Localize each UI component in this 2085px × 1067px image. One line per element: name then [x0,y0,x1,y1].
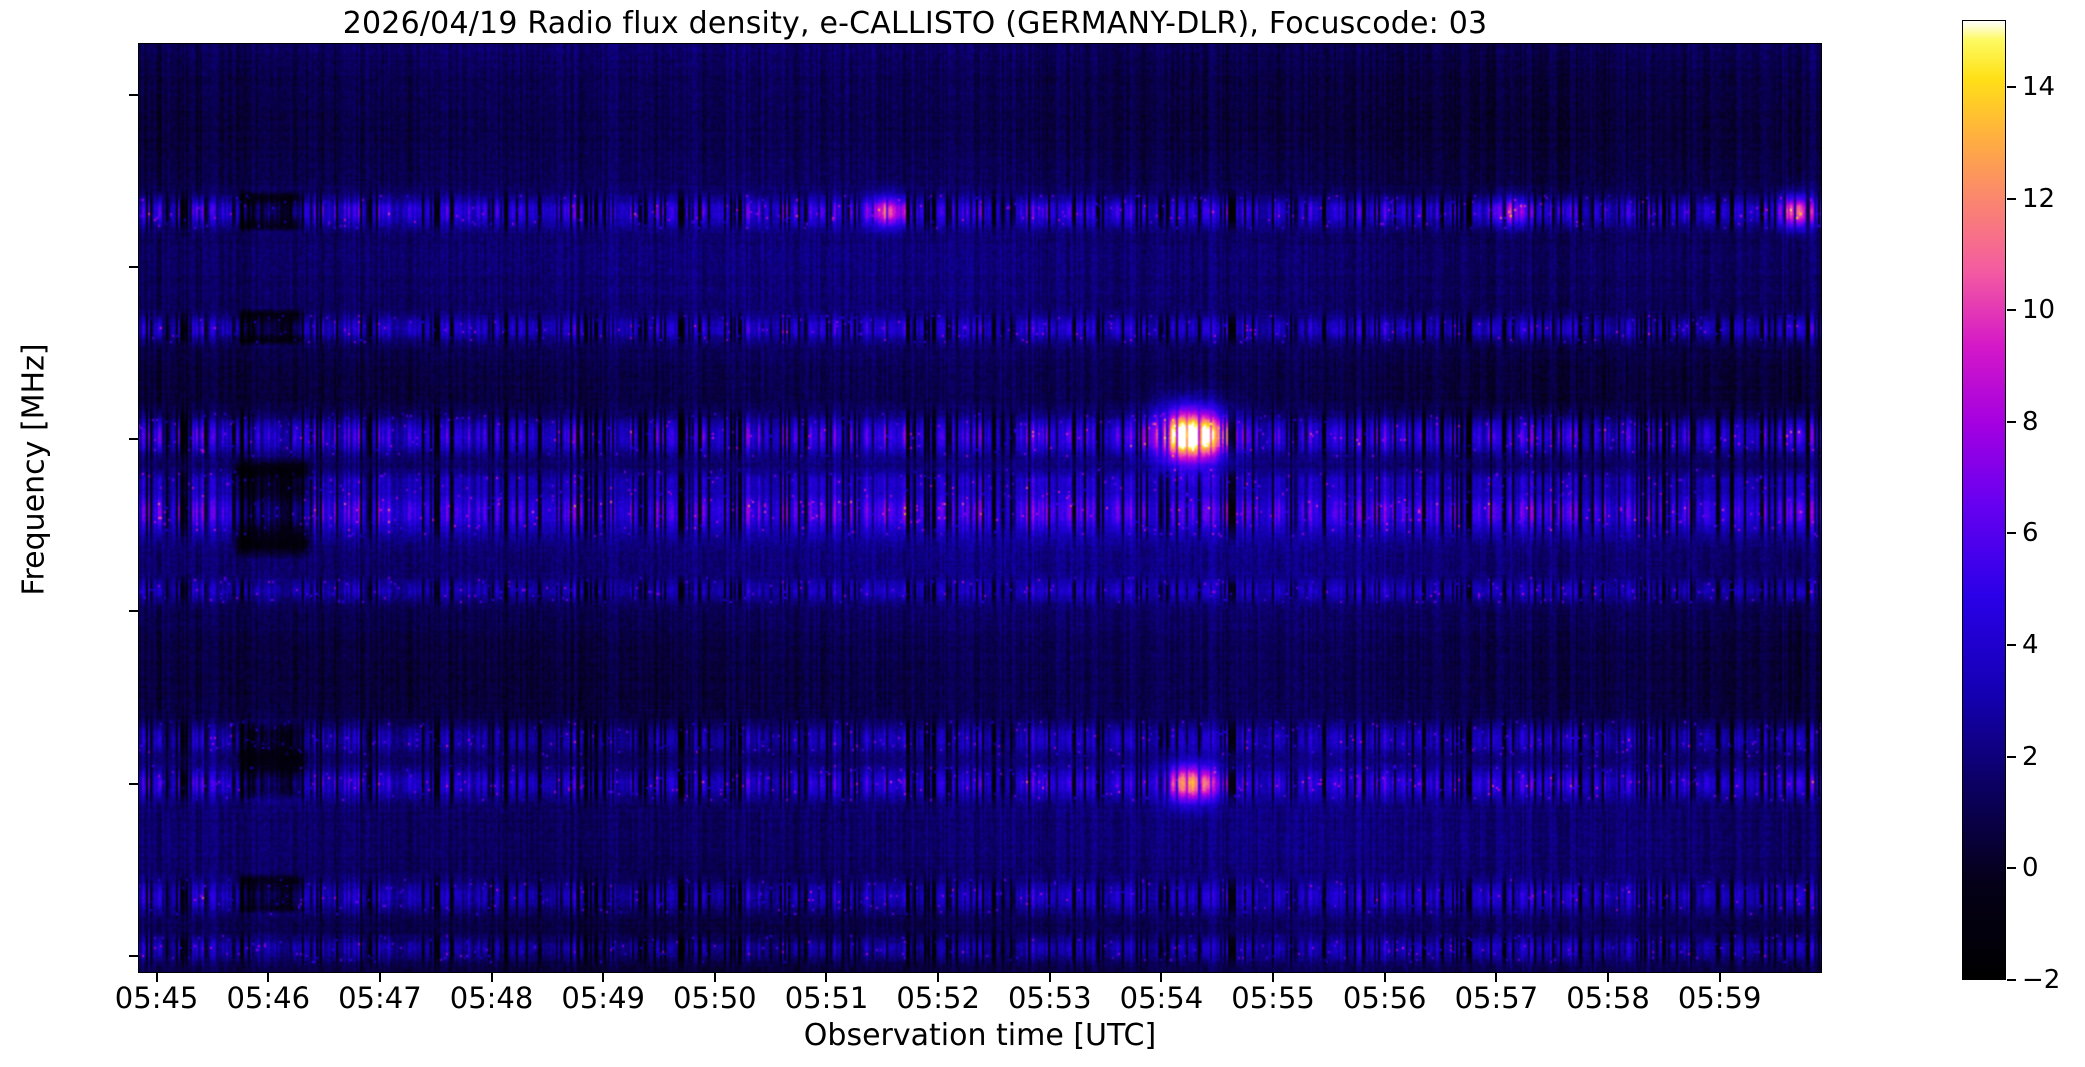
y-tick-mark [129,610,138,613]
x-tick-mark [1383,973,1386,982]
x-tick-mark [155,973,158,982]
x-tick-mark [602,973,605,982]
x-tick-label: 05:52 [896,981,980,1015]
x-tick-mark [378,973,381,982]
colorbar-tick-mark [2007,867,2016,870]
spectrogram-plot [138,43,1822,973]
x-tick-label: 05:48 [449,981,534,1015]
x-tick-label: 05:54 [1119,981,1204,1015]
colorbar-tick-mark [2007,197,2016,200]
y-tick-mark [129,438,138,441]
x-tick-label: 05:47 [338,981,422,1015]
x-tick-mark [1272,973,1275,982]
x-tick-label: 05:45 [114,981,199,1015]
colorbar-tick-label: 6 [2022,518,2039,549]
colorbar-tick-label: 8 [2022,406,2039,437]
x-tick-mark [490,973,493,982]
x-tick-label: 05:49 [561,981,645,1015]
colorbar-tick-label: −2 [2022,965,2061,995]
y-tick-mark [129,954,138,957]
colorbar-tick-mark [2007,85,2016,88]
colorbar-tick-label: 2 [2022,741,2039,772]
spectrogram-canvas [138,43,1822,973]
x-tick-label: 05:46 [226,981,311,1015]
x-tick-mark [1160,973,1163,982]
x-tick-label: 05:50 [673,981,757,1015]
y-tick-mark [129,93,138,96]
x-tick-mark [713,973,716,982]
x-tick-label: 05:56 [1342,981,1427,1015]
y-tick-mark [129,782,138,785]
x-tick-label: 05:51 [784,981,869,1015]
colorbar-gradient [1963,21,2005,979]
colorbar-tick-mark [2007,644,2016,647]
colorbar-tick-mark [2007,979,2016,981]
x-tick-mark [1718,973,1721,982]
y-tick-mark [129,265,138,268]
colorbar [1962,20,2006,980]
x-axis-label: Observation time [UTC] [803,1018,1157,1053]
x-tick-label: 05:58 [1566,981,1650,1015]
x-tick-label: 05:59 [1677,981,1762,1015]
page-title: 2026/04/19 Radio flux density, e-CALLIST… [342,6,1488,41]
colorbar-tick-label: 4 [2022,630,2039,661]
x-tick-mark [1607,973,1609,982]
x-tick-mark [937,973,940,982]
colorbar-tick-label: 14 [2022,71,2056,102]
x-tick-mark [267,973,270,982]
colorbar-tick-mark [2007,309,2016,312]
x-tick-mark [1495,973,1498,982]
x-tick-mark [1048,973,1051,982]
x-tick-label: 05:53 [1007,981,1092,1015]
colorbar-tick-mark [2007,755,2016,758]
colorbar-tick-label: 10 [2022,295,2056,326]
x-tick-label: 05:57 [1454,981,1539,1015]
x-tick-mark [825,973,828,982]
colorbar-tick-mark [2007,532,2016,535]
x-tick-label: 05:55 [1231,981,1315,1015]
colorbar-tick-mark [2007,420,2016,423]
y-axis-label: Frequency [MHz] [16,343,52,596]
colorbar-tick-label: 0 [2022,853,2039,884]
colorbar-tick-label: 12 [2022,183,2056,214]
